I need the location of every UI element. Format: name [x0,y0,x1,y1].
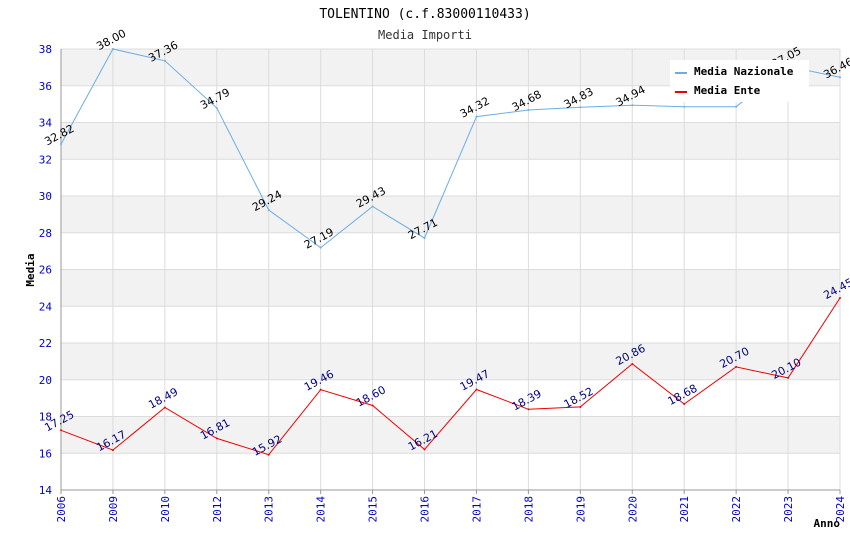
y-tick-label: 22 [39,337,52,350]
x-tick-label: 2024 [834,496,847,523]
y-tick-label: 28 [39,227,52,240]
data-point-ente [215,437,218,440]
legend-label-ente: Media Ente [694,84,761,97]
data-point-nazionale [735,105,738,108]
y-tick-label: 20 [39,374,52,387]
data-point-ente [475,388,478,391]
data-point-nazionale [215,106,218,109]
x-tick-label: 2012 [211,496,224,523]
grid-band [61,269,840,307]
data-point-ente [371,404,374,407]
x-tick-label: 2018 [522,496,535,523]
data-point-ente [631,362,634,365]
x-tick-label: 2013 [263,496,276,523]
data-point-nazionale [475,115,478,118]
x-tick-label: 2023 [782,496,795,523]
y-axis-ticks: 14 16 18 20 22 24 26 28 30 32 34 36 38 [39,43,53,497]
legend-label-nazionale: Media Nazionale [694,65,794,78]
series-group [60,48,841,456]
grid-band [61,196,840,233]
grid-band [61,122,840,160]
data-point-ente [319,388,322,391]
x-tick-label: 2016 [419,496,432,523]
x-tick-label: 2017 [470,496,483,523]
data-label-ente: 18.60 [354,383,388,409]
series-line-media-nazionale [60,48,841,249]
y-tick-label: 32 [39,153,52,166]
x-axis-ticks: 2006 2009 2010 2012 2013 2014 2015 2016 2017 2018… [55,490,847,523]
y-tick-label: 36 [39,80,52,93]
data-point-ente [787,376,790,379]
x-tick-label: 2021 [678,496,691,523]
data-label-nazionale: 34.32 [458,94,492,120]
legend-box [670,60,809,102]
data-point-ente [163,406,166,409]
x-tick-label: 2010 [159,496,172,523]
legend: Media Nazionale Media Ente [670,60,809,102]
data-label-ente: 18.68 [666,382,700,408]
data-point-nazionale [579,106,582,109]
y-tick-label: 38 [39,43,52,56]
x-tick-label: 2020 [626,496,639,523]
series-line-media-ente [60,297,841,456]
data-point-ente [683,403,686,406]
y-tick-label: 26 [39,264,52,277]
y-tick-label: 18 [39,411,52,424]
data-point-nazionale [267,208,270,211]
data-point-nazionale [631,104,634,107]
data-point-ente [579,405,582,408]
data-point-nazionale [839,76,841,79]
x-tick-label: 2019 [574,496,587,523]
data-point-nazionale [683,105,686,108]
data-point-nazionale [111,48,114,50]
chart-title: TOLENTINO (c.f.83000110433) [319,7,530,22]
data-point-ente [423,448,426,451]
x-tick-label: 2022 [730,496,743,523]
x-tick-label: 2006 [55,496,68,523]
data-point-nazionale [371,205,374,208]
data-point-nazionale [319,246,322,249]
chart-subtitle: Media Importi [378,28,472,42]
x-tick-label: 2009 [107,496,120,523]
data-point-nazionale [527,109,530,112]
y-tick-label: 14 [39,484,53,497]
data-point-ente [111,449,114,452]
data-point-ente [527,408,530,411]
grid-band [61,343,840,380]
y-axis-label: Media [24,253,37,286]
data-point-ente [267,453,270,456]
data-label-ente: 18.49 [146,385,180,411]
y-tick-label: 16 [39,447,52,460]
y-tick-label: 24 [39,300,53,313]
data-point-ente [839,296,841,299]
grid-band [61,416,840,454]
x-axis-label: Anno [814,517,841,530]
data-point-nazionale [163,59,166,62]
y-tick-label: 30 [39,190,52,203]
x-tick-label: 2015 [367,496,380,523]
data-point-nazionale [60,143,62,146]
x-tick-label: 2014 [315,496,328,523]
data-point-ente [60,429,62,432]
y-tick-label: 34 [39,117,53,130]
data-label-nazionale: 34.79 [198,86,232,112]
data-point-nazionale [423,237,426,240]
axes [60,49,840,491]
grid-lines [60,48,841,491]
data-point-ente [735,365,738,368]
data-label-ente: 18.39 [510,387,544,413]
